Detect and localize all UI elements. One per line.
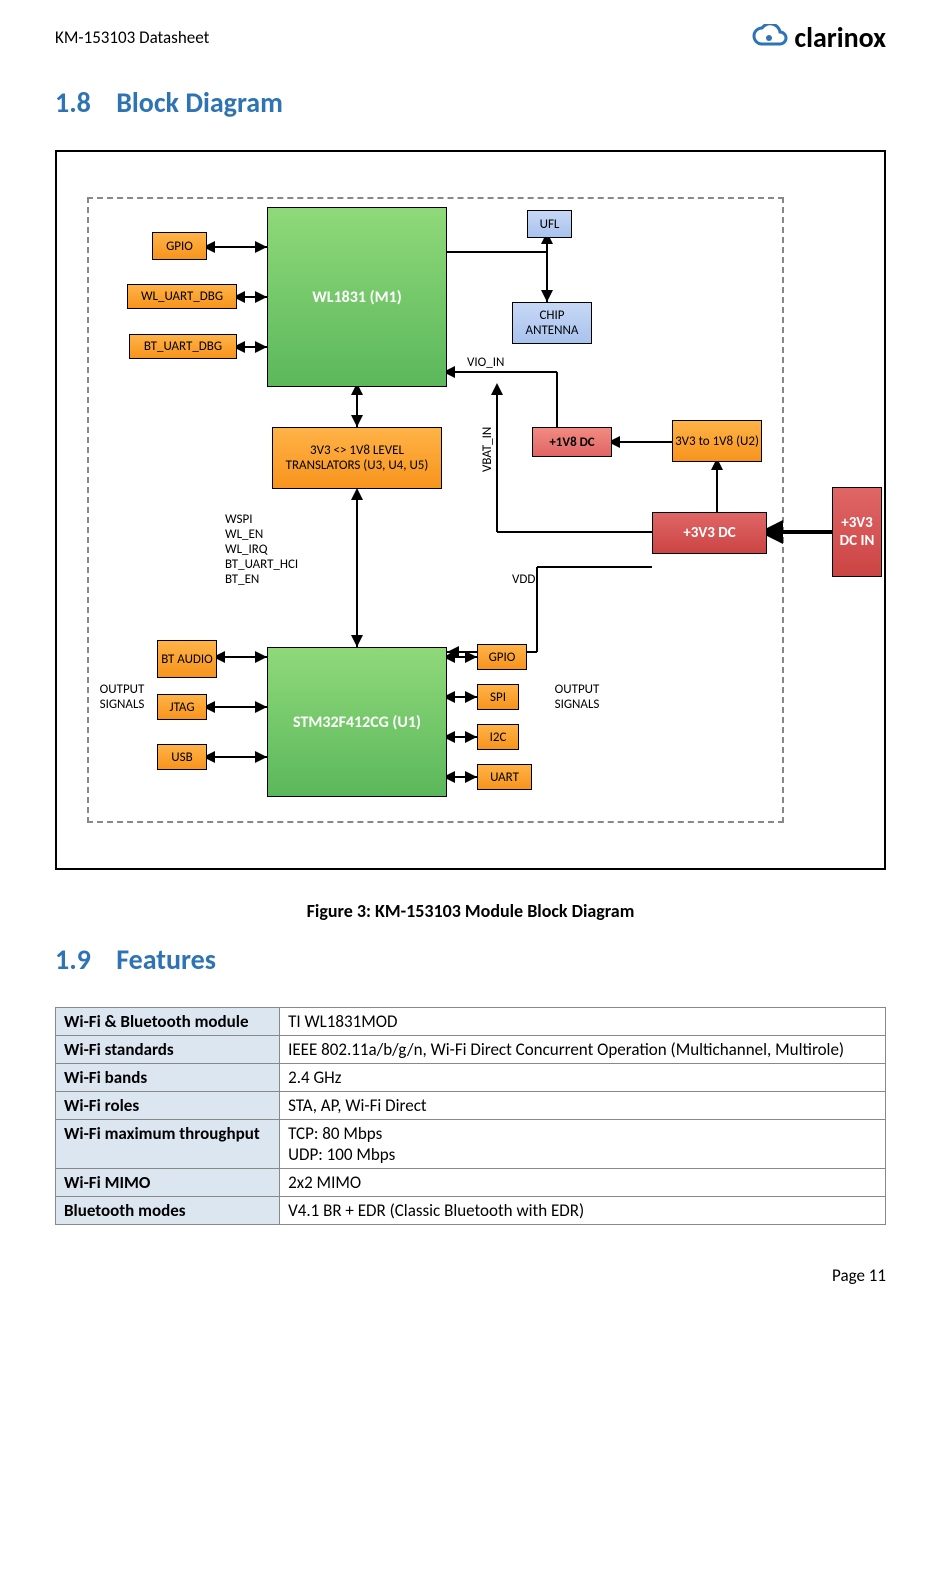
feature-value: 2.4 GHz bbox=[280, 1064, 886, 1092]
feature-value: TI WL1831MOD bbox=[280, 1008, 886, 1036]
v3to1v8-block: 3V3 to 1V8 (U2) bbox=[672, 420, 762, 462]
section-number-1-9: 1.9 bbox=[55, 942, 91, 977]
feature-value: IEEE 802.11a/b/g/n, Wi-Fi Direct Concurr… bbox=[280, 1036, 886, 1064]
table-row: Wi-Fi maximum throughputTCP: 80 Mbps UDP… bbox=[56, 1120, 886, 1169]
gpio2-block: GPIO bbox=[477, 644, 527, 670]
plus3v3-block: +3V3 DC bbox=[652, 512, 767, 554]
feature-key: Wi-Fi MIMO bbox=[56, 1169, 280, 1197]
table-row: Wi-Fi rolesSTA, AP, Wi-Fi Direct bbox=[56, 1092, 886, 1120]
feature-key: Wi-Fi standards bbox=[56, 1036, 280, 1064]
ufl-block: UFL bbox=[527, 210, 572, 238]
output-signals-right-label: OUTPUT SIGNALS bbox=[542, 682, 612, 712]
uart-block: UART bbox=[477, 764, 532, 790]
section-1-9-heading: 1.9 Features bbox=[55, 942, 886, 977]
logo: clarinox bbox=[750, 20, 886, 55]
feature-key: Wi-Fi & Bluetooth module bbox=[56, 1008, 280, 1036]
level-translators-block: 3V3 <> 1V8 LEVEL TRANSLATORS (U3, U4, U5… bbox=[272, 427, 442, 489]
spi-block: SPI bbox=[477, 684, 519, 710]
plus1v8-block: +1V8 DC bbox=[532, 427, 612, 457]
table-row: Wi-Fi bands2.4 GHz bbox=[56, 1064, 886, 1092]
table-row: Wi-Fi & Bluetooth moduleTI WL1831MOD bbox=[56, 1008, 886, 1036]
table-row: Bluetooth modesV4.1 BR + EDR (Classic Bl… bbox=[56, 1197, 886, 1225]
wl-uart-dbg-block: WL_UART_DBG bbox=[127, 284, 237, 309]
section-title: Block Diagram bbox=[116, 85, 283, 120]
bt-audio-block: BT AUDIO bbox=[157, 640, 217, 678]
features-table: Wi-Fi & Bluetooth moduleTI WL1831MODWi-F… bbox=[55, 1007, 886, 1225]
section-1-8-heading: 1.8 Block Diagram bbox=[55, 85, 886, 120]
vio-in-label: VIO_IN bbox=[467, 355, 504, 370]
table-row: Wi-Fi standardsIEEE 802.11a/b/g/n, Wi-Fi… bbox=[56, 1036, 886, 1064]
vbat-in-label: VBAT_IN bbox=[480, 427, 495, 472]
block-diagram: GPIO WL_UART_DBG BT_UART_DBG WL1831 (M1)… bbox=[55, 150, 886, 870]
logo-text: clarinox bbox=[794, 20, 886, 55]
feature-key: Bluetooth modes bbox=[56, 1197, 280, 1225]
figure-caption: Figure 3: KM-153103 Module Block Diagram bbox=[55, 900, 886, 922]
wl1831-block: WL1831 (M1) bbox=[267, 207, 447, 387]
bt-uart-dbg-block: BT_UART_DBG bbox=[129, 334, 237, 359]
doc-title: KM-153103 Datasheet bbox=[55, 27, 209, 48]
feature-key: Wi-Fi maximum throughput bbox=[56, 1120, 280, 1169]
gpio-block: GPIO bbox=[152, 232, 207, 260]
feature-value: TCP: 80 Mbps UDP: 100 Mbps bbox=[280, 1120, 886, 1169]
page-header: KM-153103 Datasheet clarinox bbox=[55, 20, 886, 55]
feature-value: V4.1 BR + EDR (Classic Bluetooth with ED… bbox=[280, 1197, 886, 1225]
stm32-block: STM32F412CG (U1) bbox=[267, 647, 447, 797]
vdd-label: VDD bbox=[512, 572, 535, 587]
i2c-block: I2C bbox=[477, 724, 519, 750]
feature-key: Wi-Fi bands bbox=[56, 1064, 280, 1092]
table-row: Wi-Fi MIMO2x2 MIMO bbox=[56, 1169, 886, 1197]
output-signals-left-label: OUTPUT SIGNALS bbox=[92, 682, 152, 712]
page-footer: Page 11 bbox=[55, 1265, 886, 1286]
section-title-1-9: Features bbox=[116, 942, 216, 977]
usb-block: USB bbox=[157, 744, 207, 770]
cloud-icon bbox=[750, 24, 788, 52]
plus3v3in-block: +3V3 DC IN bbox=[832, 487, 882, 577]
signal-list-label: WSPI WL_EN WL_IRQ BT_UART_HCI BT_EN bbox=[225, 512, 298, 587]
feature-value: 2x2 MIMO bbox=[280, 1169, 886, 1197]
jtag-block: JTAG bbox=[157, 694, 207, 720]
section-number: 1.8 bbox=[55, 85, 91, 120]
feature-value: STA, AP, Wi-Fi Direct bbox=[280, 1092, 886, 1120]
feature-key: Wi-Fi roles bbox=[56, 1092, 280, 1120]
chip-antenna-block: CHIP ANTENNA bbox=[512, 302, 592, 344]
